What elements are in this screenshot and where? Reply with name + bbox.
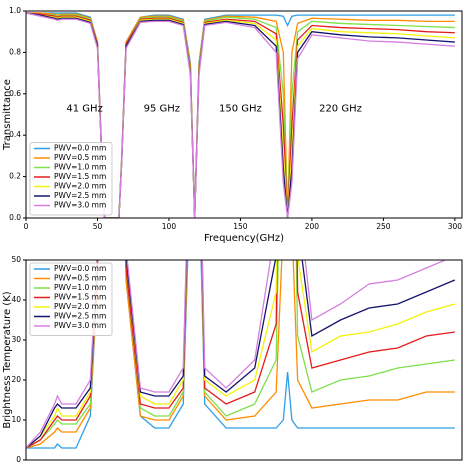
series-line [26,260,455,449]
annotation: 150 GHz [219,103,262,114]
y-tick-label: 0.8 [9,47,21,56]
y-tick-label: 30 [11,335,21,344]
legend-label: PWV=2.0 mm [54,302,106,311]
legend-label: PWV=1.5 mm [54,172,106,181]
x-tick-label: 250 [376,222,391,231]
legend-label: PWV=0.0 mm [54,144,106,153]
series-line [26,260,456,449]
y-tick-label: 50 [11,255,21,264]
series-line [26,12,455,218]
plot-area [26,260,456,449]
y-tick-label: 40 [11,295,21,304]
y-axis-label: Transmittance [2,79,13,151]
x-tick-label: 0 [24,222,29,231]
legend-label: PWV=0.5 mm [54,274,106,283]
series-line [26,12,455,218]
axes-frame [25,259,463,461]
series-line [26,12,455,218]
series-line [26,260,456,449]
series-line [26,12,455,218]
legend-label: PWV=2.5 mm [54,312,106,321]
series-line [26,260,455,449]
series-line [26,260,447,449]
series-line [26,12,455,218]
legend-label: PWV=0.0 mm [54,264,106,273]
x-axis-label: Frequency(GHz) [204,233,284,244]
legend-box [29,262,113,336]
x-tick-label: 200 [305,222,320,231]
y-tick-label: 20 [11,375,21,384]
y-tick-label: 1.0 [9,6,21,15]
y-axis-label: Brightness Temperature (K) [2,291,13,428]
annotation: 95 GHz [144,103,180,114]
x-tick-label: 100 [162,222,177,231]
axes-frame [25,10,463,219]
x-tick-label: 150 [233,222,248,231]
legend-label: PWV=2.5 mm [54,191,106,200]
series-line [26,12,455,218]
y-tick-label: 0.2 [9,172,21,181]
legend-label: PWV=2.0 mm [54,182,106,191]
legend-label: PWV=3.0 mm [54,201,106,210]
legend-label: PWV=3.0 mm [54,321,106,330]
legend-label: PWV=1.0 mm [54,163,106,172]
annotation: 41 GHz [66,103,102,114]
series-line [26,260,455,449]
legend-box [29,142,113,216]
y-tick-label: 0.0 [9,213,21,222]
legend-label: PWV=1.0 mm [54,283,106,292]
plot-area [26,12,455,218]
legend-label: PWV=1.5 mm [54,293,106,302]
x-tick-label: 50 [93,222,103,231]
series-line [26,12,455,218]
series-line [26,260,455,449]
annotation: 220 GHz [319,103,362,114]
y-tick-label: 0.6 [9,89,21,98]
x-tick-label: 300 [448,222,463,231]
y-tick-label: 0 [16,455,21,464]
legend-label: PWV=0.5 mm [54,153,106,162]
y-tick-label: 0.4 [9,130,21,139]
y-tick-label: 10 [11,415,21,424]
